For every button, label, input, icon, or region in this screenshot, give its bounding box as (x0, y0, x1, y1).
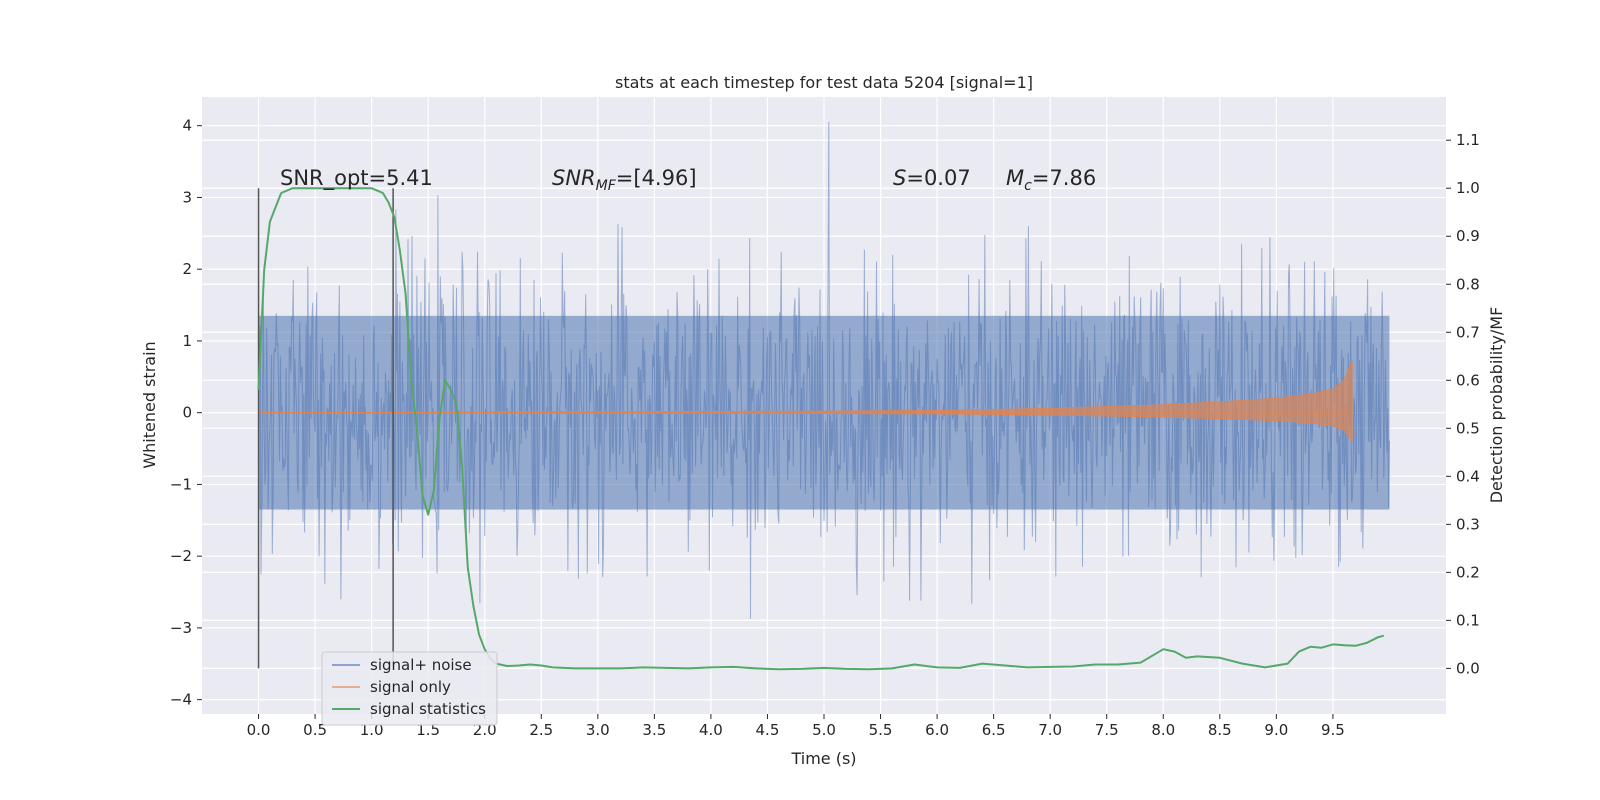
y2-tick-label: 0.8 (1456, 275, 1480, 293)
legend: signal+ noise signal only signal statist… (321, 651, 498, 726)
y2-ticks: 0.0 0.1 0.2 0.3 0.4 0.5 0.6 0.7 0.8 0.9 1.0 1.1 (1446, 131, 1480, 677)
snr-mf-sub: MF (596, 178, 617, 194)
y-tick-label: 1 (182, 332, 192, 350)
y2-tick-label: 1.1 (1456, 131, 1480, 149)
y2-tick-label: 0.5 (1456, 419, 1480, 437)
vertical-markers (257, 188, 394, 669)
mc-base: M (1006, 166, 1024, 190)
y-tick-label: −4 (170, 691, 192, 709)
x-tick-label: 4.0 (699, 721, 723, 739)
y-tick-label: −2 (170, 547, 192, 565)
annotation-mc: Mc=7.86 (1006, 166, 1096, 194)
y-tick-label: −1 (170, 475, 192, 493)
y-axis-label: Whitened strain (140, 341, 159, 468)
y2-tick-label: 0.3 (1456, 515, 1480, 533)
signal-statistics-line (257, 187, 1385, 671)
legend-label-signal-only: signal only (370, 678, 451, 696)
chart-title: stats at each timestep for test data 520… (615, 73, 1033, 92)
x-axis-label: Time (s) (790, 749, 856, 768)
s-base: S (893, 166, 906, 190)
y2-tick-label: 0.6 (1456, 371, 1480, 389)
y2-axis-label: Detection probability/MF (1487, 307, 1506, 504)
y-ticks: −4 −3 −2 −1 0 1 2 3 4 (170, 117, 202, 709)
y-tick-label: 4 (182, 117, 192, 135)
snr-mf-base: SNR (552, 166, 596, 190)
x-tick-label: 3.0 (586, 721, 610, 739)
x-tick-label: 5.5 (869, 721, 893, 739)
x-tick-label: 8.5 (1208, 721, 1232, 739)
y2-tick-label: 0.4 (1456, 467, 1480, 485)
x-tick-label: 5.0 (812, 721, 836, 739)
x-tick-label: 6.5 (982, 721, 1006, 739)
x-tick-label: 8.0 (1151, 721, 1175, 739)
x-tick-label: 0.0 (247, 721, 271, 739)
annotation-snr-mf: SNRMF=[4.96] (552, 166, 697, 194)
noise-trace (258, 122, 1390, 619)
y2-tick-label: 0.9 (1456, 227, 1480, 245)
annotation-s: S=0.07 (893, 166, 971, 190)
x-tick-label: 6.0 (925, 721, 949, 739)
y-tick-label: −3 (170, 619, 192, 637)
legend-label-signal-statistics: signal statistics (370, 700, 486, 718)
y-tick-label: 0 (182, 404, 192, 422)
annotation-snr-opt: SNR_opt=5.41 (280, 166, 433, 191)
y2-tick-label: 1.0 (1456, 179, 1480, 197)
x-tick-label: 7.5 (1095, 721, 1119, 739)
x-tick-label: 3.5 (642, 721, 666, 739)
y-tick-label: 2 (182, 260, 192, 278)
signal-statistics-series (257, 187, 1385, 671)
mc-rest: =7.86 (1032, 166, 1096, 190)
mc-sub: c (1024, 178, 1032, 194)
x-tick-label: 4.5 (756, 721, 780, 739)
y2-tick-label: 0.1 (1456, 611, 1480, 629)
x-tick-label: 9.0 (1264, 721, 1288, 739)
snr-mf-rest: =[4.96] (616, 166, 697, 190)
y2-tick-label: 0.0 (1456, 659, 1480, 677)
legend-label-signal-noise: signal+ noise (370, 656, 472, 674)
x-tick-label: 7.0 (1038, 721, 1062, 739)
y-tick-label: 3 (182, 188, 192, 206)
y2-tick-label: 0.7 (1456, 323, 1480, 341)
x-tick-label: 0.5 (303, 721, 327, 739)
x-tick-label: 2.5 (529, 721, 553, 739)
signal-only-envelope (258, 360, 1353, 443)
y2-tick-label: 0.2 (1456, 563, 1480, 581)
x-tick-label: 9.5 (1321, 721, 1345, 739)
legend-box (321, 651, 498, 726)
s-rest: =0.07 (906, 166, 970, 190)
